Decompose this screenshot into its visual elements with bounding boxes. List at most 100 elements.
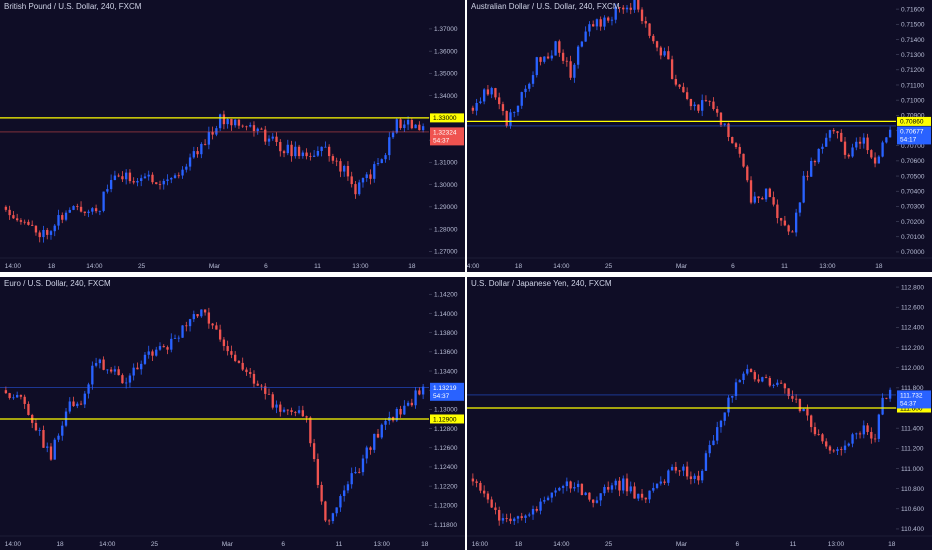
candle-body bbox=[87, 211, 90, 213]
candle-body bbox=[98, 359, 102, 364]
candle-body bbox=[34, 422, 38, 431]
candle-body bbox=[670, 59, 674, 79]
candle-body bbox=[147, 174, 150, 177]
candle-body bbox=[234, 119, 237, 126]
candle-body bbox=[806, 408, 809, 416]
x-tick-label: 11 bbox=[781, 263, 788, 270]
y-tick-label: 0.70200 bbox=[901, 219, 925, 226]
candle-body bbox=[301, 152, 305, 157]
candle-body bbox=[106, 189, 109, 192]
candle-body bbox=[712, 101, 715, 110]
candle-body bbox=[749, 180, 753, 203]
candle-body bbox=[267, 393, 271, 395]
candle-body bbox=[331, 513, 335, 522]
y-tick-label: 0.70600 bbox=[901, 158, 925, 165]
y-tick-label: 1.37000 bbox=[434, 26, 458, 33]
candle-body bbox=[776, 382, 779, 385]
candle-body bbox=[855, 141, 858, 148]
candle-body bbox=[798, 398, 802, 412]
chart-panel-eurusd[interactable]: 1.14200 1.14000 1.13800 1.13600 1.13400 1.132… bbox=[0, 277, 465, 550]
candle-body bbox=[327, 146, 331, 157]
candle-body bbox=[723, 412, 726, 421]
candle-body bbox=[373, 164, 376, 179]
candle-body bbox=[49, 446, 53, 460]
candle-body bbox=[343, 166, 346, 172]
candle-body bbox=[708, 100, 711, 102]
chart-panel-usdjpy[interactable]: 112.800 112.600 112.400 112.200 112.000 111.8… bbox=[467, 277, 932, 550]
candle-body bbox=[802, 408, 805, 412]
candle-body bbox=[697, 104, 700, 111]
y-tick-label: 1.13400 bbox=[434, 368, 458, 375]
candle-body bbox=[817, 434, 820, 435]
candle-body bbox=[87, 384, 90, 394]
candle-body bbox=[275, 404, 278, 408]
candle-body bbox=[610, 19, 614, 21]
y-tick-label: 111.800 bbox=[901, 385, 924, 392]
candle-body bbox=[482, 490, 486, 494]
candle-body bbox=[603, 487, 606, 494]
candle-body bbox=[64, 212, 68, 220]
x-tick-label: 14:00 bbox=[5, 541, 22, 548]
candle-body bbox=[106, 369, 109, 371]
candle-body bbox=[682, 466, 685, 471]
candle-body bbox=[588, 492, 591, 500]
x-tick-label: 14:00 bbox=[553, 541, 570, 548]
candle-body bbox=[644, 21, 647, 24]
candle-body bbox=[339, 161, 342, 172]
candle-body bbox=[787, 388, 790, 397]
candle-body bbox=[610, 485, 614, 490]
candle-body bbox=[633, 0, 636, 10]
candle-body bbox=[200, 143, 203, 155]
candle-body bbox=[403, 405, 406, 415]
candle-body bbox=[622, 7, 625, 10]
candle-body bbox=[12, 215, 15, 219]
level-tag bbox=[430, 113, 464, 123]
y-tick-label: 1.13800 bbox=[434, 330, 458, 337]
chart-svg-audusd[interactable]: 0.71600 0.71500 0.71400 0.71300 0.71200 0.711… bbox=[467, 0, 932, 272]
chart-svg-eurusd[interactable]: 1.14200 1.14000 1.13800 1.13600 1.13400 1.132… bbox=[0, 277, 465, 550]
candle-body bbox=[309, 156, 312, 157]
candle-body bbox=[79, 403, 83, 405]
y-tick-label: 0.70400 bbox=[901, 189, 925, 196]
candle-body bbox=[689, 476, 693, 479]
y-tick-label: 1.27000 bbox=[434, 249, 458, 256]
x-tick-label: 14:00 bbox=[467, 263, 480, 270]
candle-body bbox=[256, 128, 259, 132]
candle-body bbox=[226, 118, 229, 125]
x-tick-label: 13:00 bbox=[819, 263, 836, 270]
candle-body bbox=[851, 434, 854, 444]
candle-body bbox=[12, 397, 15, 399]
chart-svg-usdjpy[interactable]: 112.800 112.600 112.400 112.200 112.000 111.8… bbox=[467, 277, 932, 550]
y-tick-label: 0.71100 bbox=[901, 82, 924, 89]
y-tick-label: 112.000 bbox=[901, 365, 924, 372]
candle-body bbox=[384, 420, 387, 425]
candle-body bbox=[42, 229, 45, 238]
candle-body bbox=[290, 144, 293, 157]
candle-body bbox=[738, 147, 741, 154]
candle-body bbox=[539, 501, 542, 511]
candle-body bbox=[121, 375, 124, 384]
candle-body bbox=[742, 373, 745, 381]
candle-body bbox=[509, 112, 512, 126]
candle-body bbox=[143, 354, 147, 364]
y-tick-label: 1.31000 bbox=[434, 160, 458, 167]
candle-body bbox=[421, 126, 425, 131]
candle-body bbox=[877, 414, 881, 439]
candle-body bbox=[113, 175, 117, 181]
candle-body bbox=[870, 150, 873, 158]
chart-svg-gbpusd[interactable]: 1.370001.360001.350001.340001.330001.320… bbox=[0, 0, 465, 272]
candle-body bbox=[124, 382, 128, 384]
candle-body bbox=[136, 180, 139, 183]
candle-body bbox=[38, 429, 41, 431]
candle-body bbox=[316, 459, 320, 485]
candle-body bbox=[414, 390, 417, 406]
candle-body bbox=[753, 196, 756, 203]
candle-body bbox=[543, 56, 546, 62]
candle-body bbox=[27, 221, 30, 225]
candle-body bbox=[531, 75, 535, 84]
y-tick-label: 0.71300 bbox=[901, 52, 925, 59]
candle-body bbox=[734, 143, 738, 148]
chart-panel-audusd[interactable]: 0.71600 0.71500 0.71400 0.71300 0.71200 0.711… bbox=[467, 0, 932, 272]
candle-body bbox=[260, 128, 263, 130]
chart-panel-gbpusd[interactable]: 1.370001.360001.350001.340001.330001.320… bbox=[0, 0, 465, 272]
